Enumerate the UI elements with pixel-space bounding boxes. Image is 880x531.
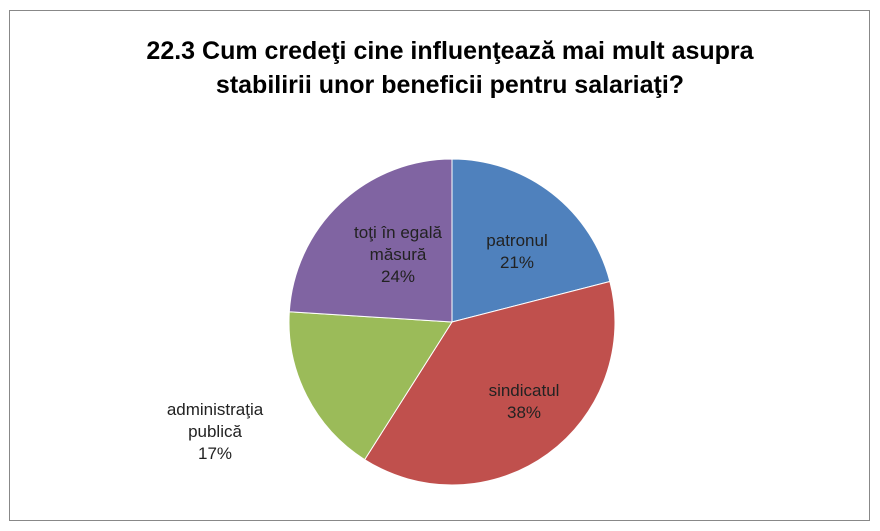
value-label: 38%: [506, 403, 542, 422]
pie-slice: [288, 158, 453, 323]
value-label: 21%: [499, 253, 535, 272]
pie-slice: [451, 158, 611, 323]
value-label: 17%: [197, 444, 233, 463]
chart-title: 22.3 Cum credeţi cine influenţează mai m…: [146, 37, 754, 99]
pie-slice: [363, 280, 616, 486]
data-label: sindicatul 38%: [464, 380, 584, 424]
data-label: toţi în egală măsură 24%: [353, 222, 443, 288]
category-label: patronul: [486, 231, 548, 250]
category-label: administraţia publică: [166, 400, 264, 441]
data-label: administraţia publică 17%: [145, 399, 285, 465]
value-label: 24%: [380, 267, 416, 286]
data-label: patronul 21%: [457, 230, 577, 274]
category-label: sindicatul: [488, 381, 560, 400]
pie-slice: [288, 311, 453, 461]
category-label: toţi în egală măsură: [354, 223, 442, 264]
